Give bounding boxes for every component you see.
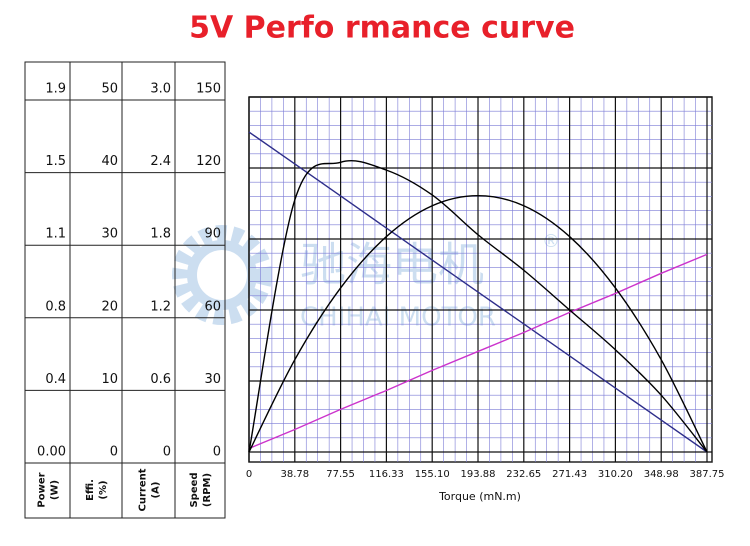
x-tick-label: 232.65 <box>506 469 541 480</box>
y-tick-label: 30 <box>204 372 221 387</box>
y-axis-name: Effi. <box>85 479 96 501</box>
watermark-gear-ring <box>187 240 257 310</box>
y-tick-label: 0.8 <box>45 299 66 314</box>
y-axis-title: Effi. (%) <box>85 479 109 501</box>
y-tick-label: 30 <box>101 227 118 242</box>
y-tick-label: 60 <box>204 299 221 314</box>
curve-speed <box>248 131 708 453</box>
curve-current <box>248 253 708 450</box>
y-axis-unit: (%) <box>98 480 109 499</box>
y-tick-label: 1.8 <box>150 227 171 242</box>
x-tick-label: 38.78 <box>280 469 309 480</box>
axis-table <box>24 61 226 519</box>
curve-power <box>248 194 708 453</box>
y-axis-unit: (RPM) <box>202 473 213 507</box>
x-tick-label: 271.43 <box>552 469 587 480</box>
y-tick-label: 150 <box>196 82 221 97</box>
y-axis-name: Current <box>138 468 149 511</box>
y-tick-label: 20 <box>101 299 118 314</box>
y-axis-name: Power <box>37 472 48 507</box>
y-tick-label: 3.0 <box>150 82 171 97</box>
y-axis-name: Speed <box>189 472 200 507</box>
y-tick-label: 120 <box>196 154 221 169</box>
y-tick-label: 1.9 <box>45 82 66 97</box>
y-axis-title: Power (W) <box>37 472 61 507</box>
y-tick-label: 10 <box>101 372 118 387</box>
y-axis-unit: (W) <box>50 480 61 500</box>
watermark-registered: ® <box>542 231 560 252</box>
x-tick-label: 193.88 <box>461 469 496 480</box>
y-tick-label: 40 <box>101 154 118 169</box>
x-tick-label: 116.33 <box>369 469 404 480</box>
watermark-cn: 驰海电机 <box>300 238 484 292</box>
y-tick-label: 0.00 <box>37 445 66 460</box>
y-axis-unit: (A) <box>151 482 162 499</box>
y-axis-title: Current (A) <box>138 468 162 511</box>
x-tick-label: 155.10 <box>415 469 450 480</box>
x-tick-label: 387.75 <box>690 469 725 480</box>
y-tick-label: 0.6 <box>150 372 171 387</box>
watermark-gear <box>172 225 272 325</box>
chart-title: 5V Perfo rmance curve <box>189 11 575 46</box>
y-tick-label: 2.4 <box>150 154 171 169</box>
x-tick-label: 310.20 <box>598 469 633 480</box>
y-tick-label: 1.1 <box>45 227 66 242</box>
x-axis-label: Torque (mN.m) <box>438 490 521 503</box>
y-tick-label: 1.5 <box>45 154 66 169</box>
y-tick-label: 1.2 <box>150 299 171 314</box>
y-axis-title: Speed (RPM) <box>189 472 213 507</box>
x-tick-label: 0 <box>246 469 252 480</box>
y-tick-label: 0 <box>163 445 171 460</box>
y-tick-label: 50 <box>101 82 118 97</box>
y-tick-label: 0.4 <box>45 372 66 387</box>
y-tick-label: 0 <box>110 445 118 460</box>
x-tick-label: 77.55 <box>326 469 355 480</box>
y-tick-label: 0 <box>213 445 221 460</box>
y-tick-label: 90 <box>204 227 221 242</box>
x-tick-label: 348.98 <box>644 469 679 480</box>
curve-efficiency <box>248 159 708 453</box>
